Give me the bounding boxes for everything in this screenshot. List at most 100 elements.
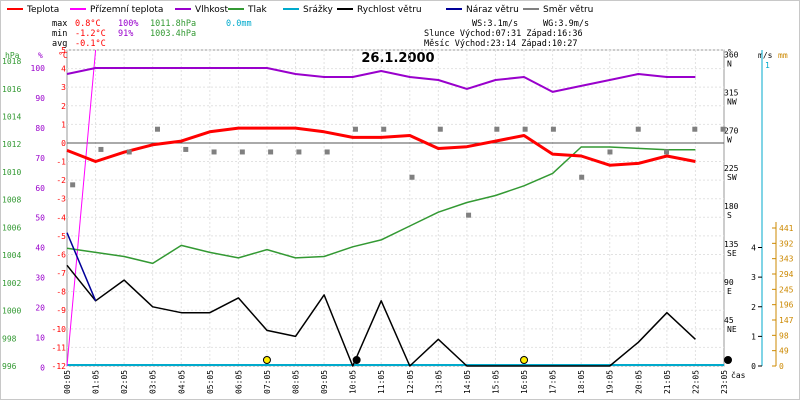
legend-label: Teplota: [26, 5, 59, 15]
hpa-tick-label: 1008: [2, 196, 21, 205]
wind-direction-point: [211, 149, 217, 155]
x-tick-label: 11:05: [377, 370, 386, 394]
hpa-unit: hPa: [5, 51, 20, 60]
legend-label: Rychlost větru: [357, 5, 422, 15]
legend-label: Vlhkost: [195, 5, 228, 15]
pct-tick-label: 80: [35, 124, 45, 133]
x-tick-label: 09:05: [320, 370, 329, 394]
temp-tick-label: -9: [56, 306, 66, 315]
hpa-tick-label: 1012: [2, 140, 21, 149]
temp-tick-label: -4: [56, 213, 66, 222]
wind-direction-point: [579, 174, 585, 180]
hpa-tick-label: 996: [2, 362, 17, 371]
mm-tick-label: 147: [779, 316, 794, 325]
temp-tick-label: -12: [52, 362, 67, 371]
dir-tick-label: 225: [724, 164, 739, 173]
degc-unit: °C: [58, 51, 68, 60]
pressure-line: [66, 146, 696, 265]
stat-wind: WG:3.9m/s: [543, 19, 589, 29]
x-tick-label: 16:05: [520, 370, 529, 394]
x-tick-label: 10:05: [349, 370, 358, 394]
temp-tick-label: -10: [52, 325, 67, 334]
pct-tick-label: 40: [35, 244, 45, 253]
wind-gust-line: [66, 232, 97, 302]
time-unit: čas: [731, 370, 746, 380]
legend-label: Srážky: [303, 5, 334, 15]
mm-tick-label: 294: [779, 270, 794, 279]
stat-sun: Slunce Východ:07:31 Západ:16:36: [424, 29, 583, 39]
hpa-tick-label: 1006: [2, 223, 21, 232]
wind-direction-point: [664, 149, 670, 155]
dir-cardinal-label: W: [727, 135, 732, 144]
stat-value: -1.2°C: [75, 29, 106, 39]
dir-tick-label: 135: [724, 240, 739, 249]
temp-tick-label: -11: [52, 343, 67, 352]
hpa-tick-label: 1010: [2, 168, 21, 177]
stat-value: 0.8°C: [75, 19, 101, 29]
wind-direction-point: [352, 126, 358, 132]
ms-tick-label: 0: [751, 362, 756, 371]
x-tick-label: 21:05: [663, 370, 672, 394]
stat-value: 1003.4hPa: [150, 29, 196, 39]
moon-marker: [352, 356, 361, 364]
temp-tick-label: -2: [56, 176, 66, 185]
mm-tick-label: 392: [779, 239, 794, 248]
pct-tick-label: 0: [40, 363, 45, 372]
wind-direction-point: [268, 149, 274, 155]
deg-unit: °: [727, 48, 732, 57]
x-tick-label: 14:05: [463, 370, 472, 394]
ms-tick-label: 3: [751, 273, 756, 282]
moon-marker: [724, 356, 732, 364]
temp-tick-label: -7: [56, 269, 66, 278]
stat-value: 0.0mm: [226, 19, 252, 29]
dir-cardinal-label: SE: [727, 249, 737, 258]
wind-direction-point: [70, 182, 76, 188]
chart-title: 26.1.2000: [361, 51, 434, 66]
dir-cardinal-label: NW: [727, 97, 737, 106]
rain-axis-top-label: 1: [765, 61, 770, 70]
mm-tick-label: 98: [779, 331, 789, 340]
x-tick-label: 22:05: [691, 370, 700, 394]
x-tick-label: 12:05: [406, 370, 415, 394]
x-tick-label: 19:05: [606, 370, 615, 394]
pct-tick-label: 60: [35, 184, 45, 193]
dir-cardinal-label: N: [727, 59, 732, 68]
ground-temp-line: [66, 49, 97, 367]
dir-cardinal-label: S: [727, 211, 732, 220]
temp-tick-label: 2: [61, 102, 66, 111]
wind-direction-point: [296, 149, 302, 155]
ms-tick-label: 2: [751, 303, 756, 312]
stat-label: min: [52, 29, 67, 39]
pct-tick-label: 90: [35, 94, 45, 103]
dir-tick-label: 360: [724, 50, 739, 59]
wind-direction-point: [522, 126, 528, 132]
pct-unit: %: [38, 51, 43, 60]
wind-direction-point: [154, 126, 160, 132]
wind-direction-point: [409, 174, 415, 180]
temp-tick-label: 1: [61, 120, 66, 129]
wind-direction-point: [466, 212, 472, 218]
dir-tick-label: 315: [724, 88, 739, 97]
x-tick-label: 15:05: [491, 370, 500, 394]
temperature-line: [66, 126, 696, 167]
legend-label: Tlak: [247, 5, 268, 15]
temp-tick-label: 4: [61, 65, 66, 74]
wind-direction-point: [635, 126, 641, 132]
hpa-tick-label: 1004: [2, 251, 21, 260]
x-tick-label: 04:05: [177, 370, 186, 394]
temp-tick-label: -3: [56, 195, 66, 204]
hpa-tick-label: 1018: [2, 57, 21, 66]
hpa-tick-label: 1016: [2, 85, 21, 94]
dir-tick-label: 270: [724, 126, 739, 135]
ms-unit: m/s: [758, 51, 773, 60]
dir-cardinal-label: SW: [727, 173, 737, 182]
stat-label: avg: [52, 39, 67, 49]
x-tick-label: 18:05: [577, 370, 586, 394]
temp-tick-label: -5: [56, 232, 66, 241]
wind-direction-point: [183, 146, 189, 152]
x-tick-label: 02:05: [120, 370, 129, 394]
wind-speed-line: [66, 264, 696, 367]
series: [66, 49, 732, 367]
stat-label: max: [52, 19, 67, 29]
